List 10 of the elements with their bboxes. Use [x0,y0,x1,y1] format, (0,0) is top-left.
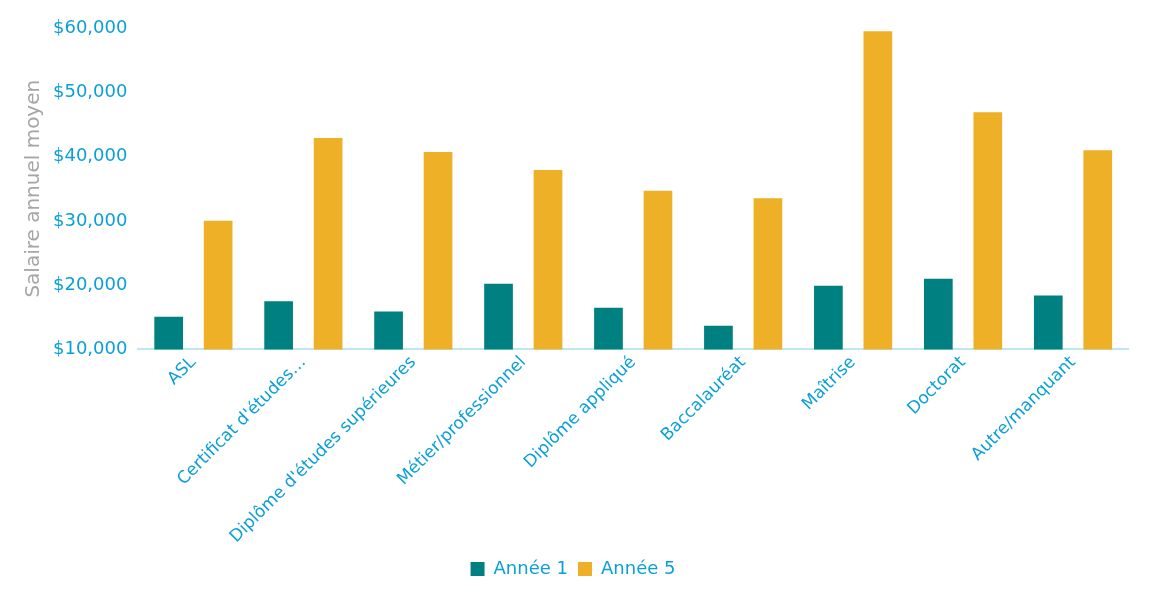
legend-label: Année 5 [601,556,676,578]
y-tick-label: $60,000 [53,15,128,37]
y-tick-label: $50,000 [53,79,128,101]
legend-label: Année 1 [493,556,568,578]
y-tick-label: $10,000 [53,337,128,359]
y-tick-label: $20,000 [53,272,128,294]
y-tick-label: $40,000 [53,144,128,166]
x-tick-label: ASL [162,351,200,389]
y-axis-title: Salaire annuel moyen [20,79,45,298]
y-tick-label: $30,000 [53,208,128,230]
